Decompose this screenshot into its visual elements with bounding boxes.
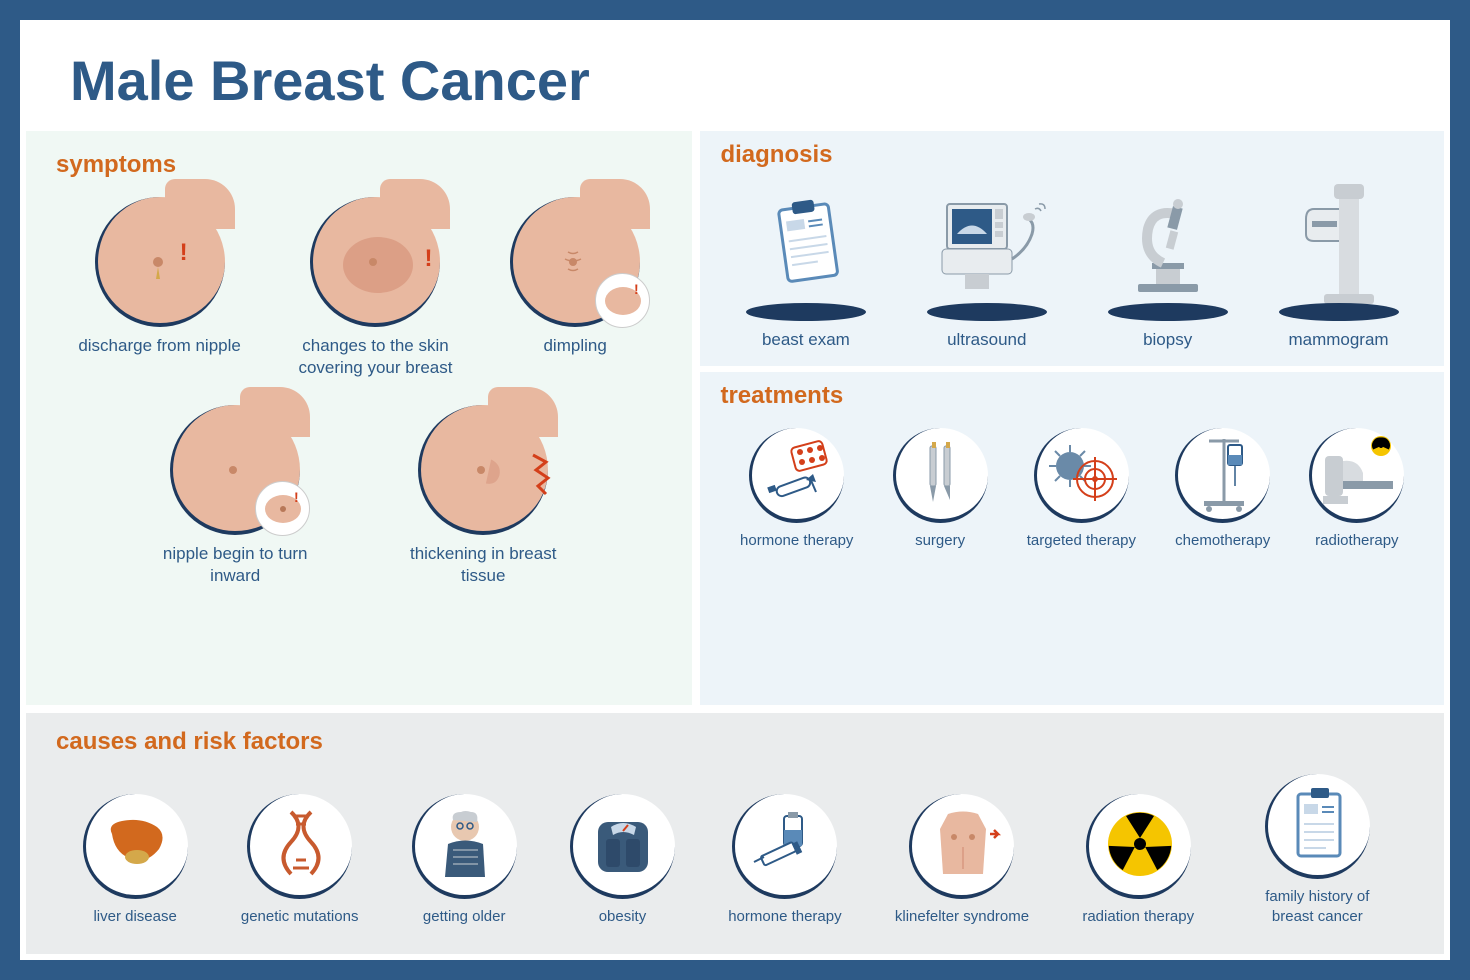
microscope-icon	[1108, 189, 1228, 309]
treatments-heading: treatments	[720, 382, 1424, 410]
older-label: getting older	[423, 907, 506, 927]
radiation-machine-icon	[1309, 428, 1404, 523]
svg-text:!: !	[634, 281, 639, 297]
clipboard2-icon	[1265, 774, 1370, 879]
page-title: Male Breast Cancer	[70, 48, 1400, 113]
svg-text:!: !	[294, 489, 299, 505]
treat-chemo: chemotherapy	[1175, 428, 1270, 551]
torso-icon	[909, 794, 1014, 899]
dna-icon	[247, 794, 352, 899]
family-label: family history of breast cancer	[1247, 887, 1387, 926]
thickening-icon	[418, 405, 548, 535]
diag-exam: beast exam	[746, 189, 866, 351]
treat-targeted: targeted therapy	[1027, 428, 1136, 551]
infographic-frame: Male Breast Cancer symptoms ! discharg	[18, 18, 1452, 962]
symptoms-heading: symptoms	[56, 151, 662, 179]
target-virus-icon	[1034, 428, 1129, 523]
chemo-label: chemotherapy	[1175, 531, 1270, 551]
right-column: diagnosis	[700, 131, 1444, 705]
diag-biopsy: biopsy	[1108, 189, 1228, 351]
symptom-thickening: thickening in breast tissue	[393, 405, 573, 587]
cause-hormone: hormone therapy	[728, 794, 841, 927]
diag-mammogram: mammogram	[1279, 179, 1399, 351]
surgery-label: surgery	[915, 531, 965, 551]
skin-changes-label: changes to the skin covering your breast	[285, 335, 465, 379]
discharge-icon: !	[95, 197, 225, 327]
ultrasound-icon	[917, 189, 1057, 309]
inward-icon: !	[170, 405, 300, 535]
pills-icon	[749, 428, 844, 523]
radio-label: radiotherapy	[1315, 531, 1398, 551]
symptom-dimpling: ! dimpling	[510, 197, 640, 379]
cause-older: getting older	[412, 794, 517, 927]
hormone-c-label: hormone therapy	[728, 907, 841, 927]
section-treatments: treatments	[700, 372, 1444, 705]
radiation-icon	[1086, 794, 1191, 899]
dimpling-label: dimpling	[543, 335, 606, 357]
biopsy-label: biopsy	[1143, 329, 1192, 351]
cause-klinefelter: klinefelter syndrome	[895, 794, 1029, 927]
treat-surgery: surgery	[893, 428, 988, 551]
thickening-label: thickening in breast tissue	[393, 543, 573, 587]
section-symptoms: symptoms ! discharge from nipple	[26, 131, 692, 705]
exam-label: beast exam	[762, 329, 850, 351]
mammogram-icon	[1284, 179, 1394, 309]
section-diagnosis: diagnosis	[700, 131, 1444, 366]
diagnosis-heading: diagnosis	[720, 141, 1424, 169]
scalpel-icon	[893, 428, 988, 523]
mammogram-label: mammogram	[1288, 329, 1388, 351]
cause-obesity: obesity	[570, 794, 675, 927]
discharge-label: discharge from nipple	[78, 335, 241, 357]
treat-hormone: hormone therapy	[740, 428, 853, 551]
dimpling-icon: !	[510, 197, 640, 327]
hormone-label: hormone therapy	[740, 531, 853, 551]
symptom-skin-changes: ! changes to the skin covering your brea…	[285, 197, 465, 379]
cause-family: family history of breast cancer	[1247, 774, 1387, 926]
radiation-label: radiation therapy	[1082, 907, 1194, 927]
klinefelter-label: klinefelter syndrome	[895, 907, 1029, 927]
symptom-inward: ! nipple begin to turn inward	[145, 405, 325, 587]
liver-icon	[83, 794, 188, 899]
genetic-label: genetic mutations	[241, 907, 359, 927]
cause-genetic: genetic mutations	[241, 794, 359, 927]
cause-liver: liver disease	[83, 794, 188, 927]
ultrasound-label: ultrasound	[947, 329, 1026, 351]
scale-icon	[570, 794, 675, 899]
section-causes: causes and risk factors liver disease	[26, 713, 1444, 954]
treat-radio: radiotherapy	[1309, 428, 1404, 551]
diag-ultrasound: ultrasound	[917, 189, 1057, 351]
old-man-icon	[412, 794, 517, 899]
title-bar: Male Breast Cancer	[20, 20, 1450, 131]
causes-heading: causes and risk factors	[56, 728, 1414, 756]
liver-label: liver disease	[93, 907, 176, 927]
vial-syringe-icon	[732, 794, 837, 899]
obesity-label: obesity	[599, 907, 647, 927]
upper-row: symptoms ! discharge from nipple	[20, 131, 1450, 705]
cause-radiation: radiation therapy	[1082, 794, 1194, 927]
skin-changes-icon: !	[310, 197, 440, 327]
clipboard-icon	[756, 189, 856, 309]
symptom-discharge: ! discharge from nipple	[78, 197, 241, 379]
targeted-label: targeted therapy	[1027, 531, 1136, 551]
inward-label: nipple begin to turn inward	[145, 543, 325, 587]
iv-drip-icon	[1175, 428, 1270, 523]
